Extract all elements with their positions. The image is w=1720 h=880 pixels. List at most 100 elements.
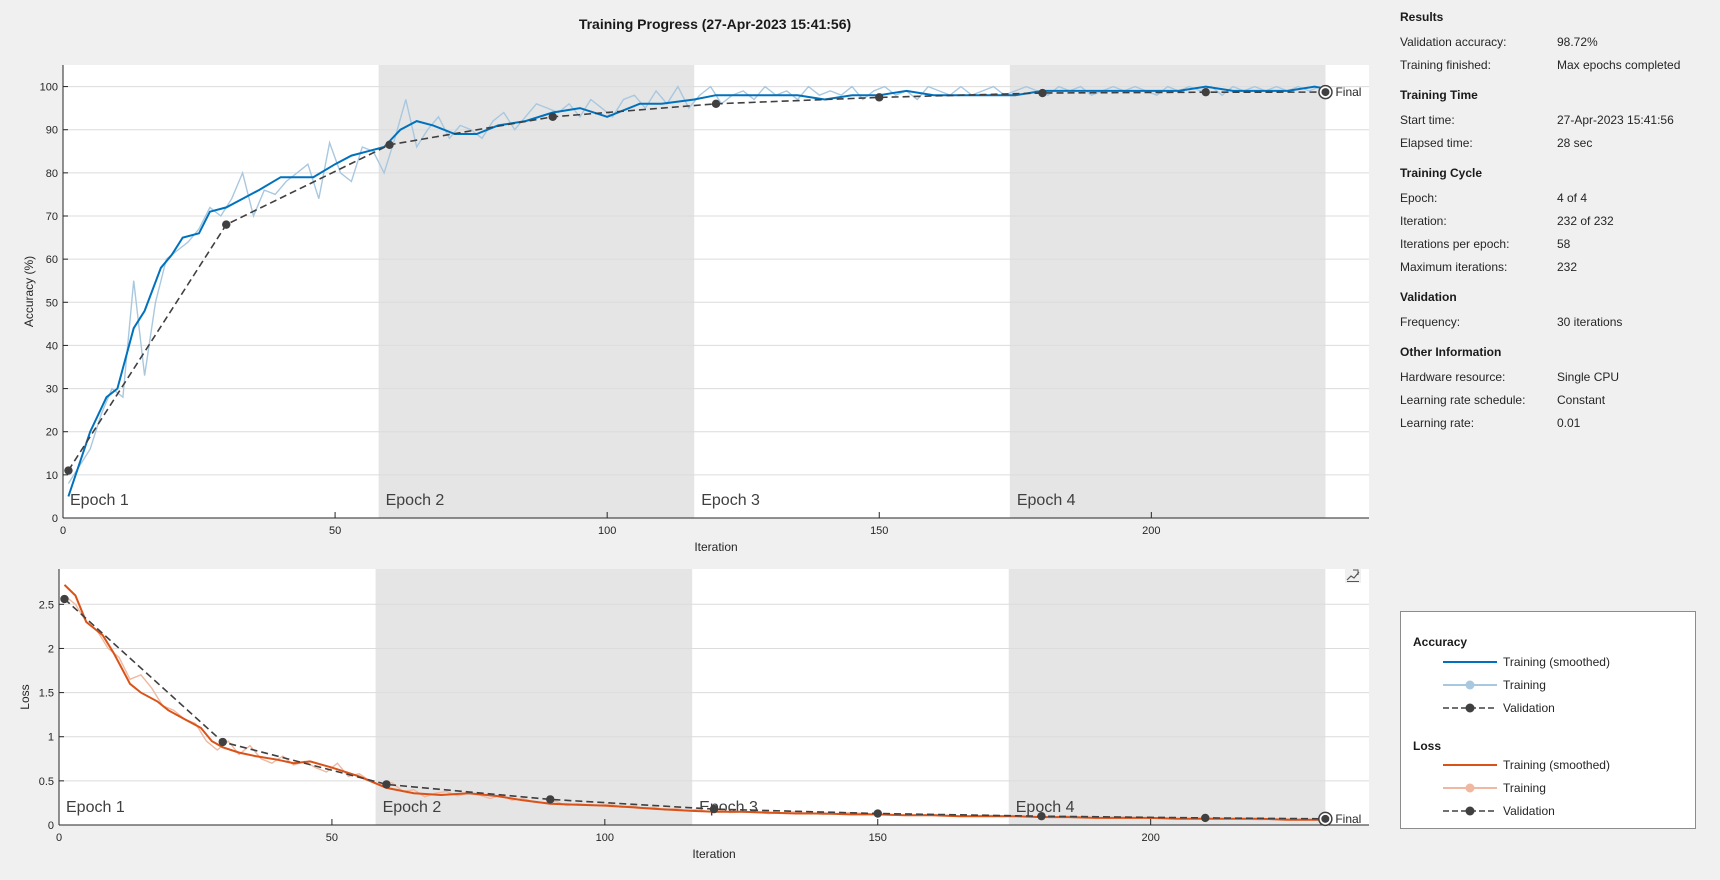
final-label: Final bbox=[1335, 812, 1361, 826]
legend-label: Training bbox=[1503, 678, 1546, 692]
loss-chart: 0 50 100 150 200 0 0.5 1 1.5 2 2.5 Iteration Loss Epo… bbox=[18, 569, 1369, 861]
info-value: 27-Apr-2023 15:41:56 bbox=[1557, 112, 1674, 127]
final-label: Final bbox=[1335, 85, 1361, 99]
info-heading: Training Cycle bbox=[1400, 166, 1483, 180]
info-value: 4 of 4 bbox=[1557, 190, 1588, 205]
epoch-label: Epoch 4 bbox=[1016, 799, 1075, 816]
legend-line-acc-smoothed bbox=[1443, 661, 1497, 663]
info-section: Validation Frequency: 30 iterations bbox=[1400, 290, 1710, 333]
info-value: Constant bbox=[1557, 392, 1606, 407]
info-value: Max epochs completed bbox=[1557, 57, 1681, 72]
legend-item-loss-validation: Validation bbox=[1443, 802, 1555, 820]
info-key: Start time: bbox=[1400, 112, 1455, 127]
info-value: 30 iterations bbox=[1557, 314, 1623, 329]
validation-point bbox=[875, 93, 884, 102]
epoch-label: Epoch 3 bbox=[701, 492, 760, 509]
validation-point bbox=[385, 140, 394, 150]
legend-line-loss-validation bbox=[1443, 806, 1497, 816]
y-axis-label: Accuracy (%) bbox=[22, 256, 36, 327]
info-key: Elapsed time: bbox=[1400, 135, 1473, 150]
info-row: Training finished: Max epochs completed bbox=[1400, 53, 1710, 76]
y-tick-label: 0.5 bbox=[39, 776, 54, 788]
validation-point bbox=[1037, 811, 1046, 821]
info-row: Elapsed time: 28 sec bbox=[1400, 131, 1710, 154]
x-tick-label: 200 bbox=[1142, 525, 1160, 537]
validation-point bbox=[1201, 87, 1210, 97]
info-key: Frequency: bbox=[1400, 314, 1461, 329]
series-training-smoothed bbox=[67, 85, 1326, 497]
accuracy-chart: 0 50 100 150 200 0 10 20 30 40 50 60 70 80 90 100 Iterat… bbox=[22, 65, 1369, 554]
info-key: Iteration: bbox=[1400, 213, 1447, 228]
info-row: Iteration: 232 of 232 bbox=[1400, 209, 1710, 232]
x-tick-label: 50 bbox=[326, 832, 338, 844]
legend-label: Training bbox=[1503, 781, 1546, 795]
info-value: 28 sec bbox=[1557, 135, 1593, 150]
info-heading: Training Time bbox=[1400, 88, 1478, 102]
y-axis-label: Loss bbox=[18, 684, 32, 709]
info-key: Learning rate: bbox=[1400, 415, 1475, 430]
legend-item-acc-validation: Validation bbox=[1443, 699, 1555, 717]
info-row: Start time: 27-Apr-2023 15:41:56 bbox=[1400, 108, 1710, 131]
validation-point bbox=[222, 220, 231, 229]
epoch-label: Epoch 2 bbox=[383, 799, 442, 816]
y-tick-label: 0 bbox=[48, 820, 54, 832]
y-tick-label: 100 bbox=[40, 82, 58, 94]
info-heading: Other Information bbox=[1400, 345, 1502, 359]
x-tick-label: 150 bbox=[870, 525, 888, 537]
info-key: Epoch: bbox=[1400, 190, 1438, 205]
x-tick-label: 100 bbox=[596, 832, 614, 844]
validation-point bbox=[1201, 813, 1210, 823]
legend-item-loss-smoothed: Training (smoothed) bbox=[1443, 756, 1610, 774]
legend-heading-accuracy: Accuracy bbox=[1413, 635, 1468, 649]
info-row: Learning rate: 0.01 bbox=[1400, 411, 1710, 434]
legend-heading-loss: Loss bbox=[1413, 739, 1442, 753]
legend-label: Training (smoothed) bbox=[1503, 758, 1610, 772]
series-training-smoothed bbox=[63, 584, 1326, 821]
legend-item-acc-training: Training bbox=[1443, 676, 1546, 694]
info-value: Single CPU bbox=[1557, 369, 1620, 384]
validation-point bbox=[548, 112, 557, 121]
info-value: 58 bbox=[1557, 236, 1571, 251]
epoch-shade bbox=[1009, 65, 1326, 518]
x-axis-label: Iteration bbox=[692, 847, 735, 861]
x-tick-label: 50 bbox=[329, 525, 341, 537]
y-tick-label: 1 bbox=[48, 732, 54, 744]
y-tick-label: 30 bbox=[46, 384, 58, 396]
info-row: Epoch: 4 of 4 bbox=[1400, 186, 1710, 209]
info-key: Maximum iterations: bbox=[1400, 259, 1508, 274]
legend-line-acc-validation bbox=[1443, 703, 1497, 713]
validation-point bbox=[709, 804, 719, 814]
y-tick-label: 90 bbox=[46, 125, 58, 137]
legend: Accuracy Training (smoothed) Training Va… bbox=[1400, 611, 1696, 829]
info-section: Training Time Start time: 27-Apr-2023 15:4… bbox=[1400, 88, 1710, 154]
info-heading: Validation bbox=[1400, 290, 1457, 304]
epoch-shade bbox=[1008, 569, 1326, 825]
validation-point bbox=[1038, 88, 1047, 98]
info-value: 0.01 bbox=[1557, 415, 1581, 430]
info-row: Iterations per epoch: 58 bbox=[1400, 232, 1710, 255]
chart-title: Training Progress (27-Apr-2023 15:41:56) bbox=[578, 16, 852, 32]
info-row: Learning rate schedule: Constant bbox=[1400, 388, 1710, 411]
y-tick-label: 1.5 bbox=[39, 688, 54, 700]
info-key: Training finished: bbox=[1400, 57, 1491, 72]
info-panel: Results Validation accuracy: 98.72% Trainin… bbox=[1400, 8, 1710, 446]
info-key: Hardware resource: bbox=[1400, 369, 1506, 384]
y-tick-label: 80 bbox=[46, 168, 58, 180]
info-row: Maximum iterations: 232 bbox=[1400, 255, 1710, 278]
y-tick-label: 60 bbox=[46, 254, 58, 266]
info-row: Validation accuracy: 98.72% bbox=[1400, 30, 1710, 53]
series-training-raw bbox=[67, 85, 1321, 484]
y-tick-label: 10 bbox=[46, 470, 58, 482]
final-marker bbox=[1321, 88, 1330, 97]
validation-point bbox=[218, 737, 227, 747]
info-row: Hardware resource: Single CPU bbox=[1400, 365, 1710, 388]
y-tick-label: 50 bbox=[46, 297, 58, 309]
validation-point bbox=[64, 466, 73, 475]
validation-point bbox=[711, 99, 721, 109]
validation-point bbox=[546, 795, 555, 804]
legend-label: Validation bbox=[1503, 701, 1555, 715]
epoch-shade bbox=[378, 65, 695, 518]
edit-plot-icon[interactable] bbox=[1344, 566, 1362, 584]
info-value: 232 of 232 bbox=[1557, 213, 1614, 228]
legend-label: Training (smoothed) bbox=[1503, 655, 1610, 669]
